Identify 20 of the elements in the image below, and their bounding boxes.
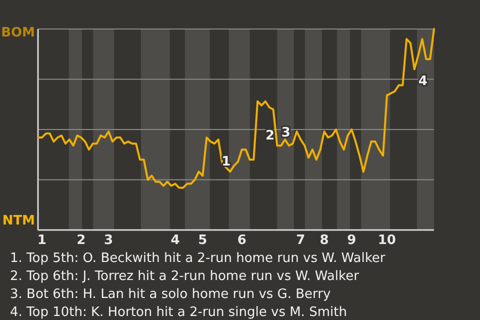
- text: 4. Top 10th: K. Horton hit a 2-run single vs M. Smith: [10, 305, 347, 320]
- text: BOM: [1, 26, 35, 41]
- text: 2. Top 6th: J. Torrez hit a 2-run home run vs W. Walker: [10, 269, 360, 284]
- x-tick-label: 1: [37, 233, 46, 248]
- x-tick-label: 4: [170, 233, 180, 248]
- x-tick-label: 7: [296, 233, 306, 248]
- x-tick-label: 3: [104, 233, 114, 248]
- x-tick-label: 5: [198, 233, 208, 248]
- text: 1. Top 5th: O. Beckwith hit a 2-run home run vs W. Walker: [10, 251, 386, 266]
- annotation: 3: [281, 125, 290, 140]
- annotation: 2: [266, 128, 275, 144]
- annotation: 4: [418, 74, 428, 89]
- x-tick-label: 10: [378, 233, 396, 248]
- text: 3. Bot 6th: H. Lan hit a solo home run vs G. Berry: [10, 287, 332, 302]
- x-tick-label: 8: [320, 233, 329, 248]
- x-tick-label: 9: [347, 233, 356, 248]
- x-tick-label: 2: [76, 233, 86, 248]
- annotation: 1: [222, 154, 231, 170]
- text: NTM: [2, 214, 35, 229]
- x-tick-label: 6: [237, 233, 246, 248]
